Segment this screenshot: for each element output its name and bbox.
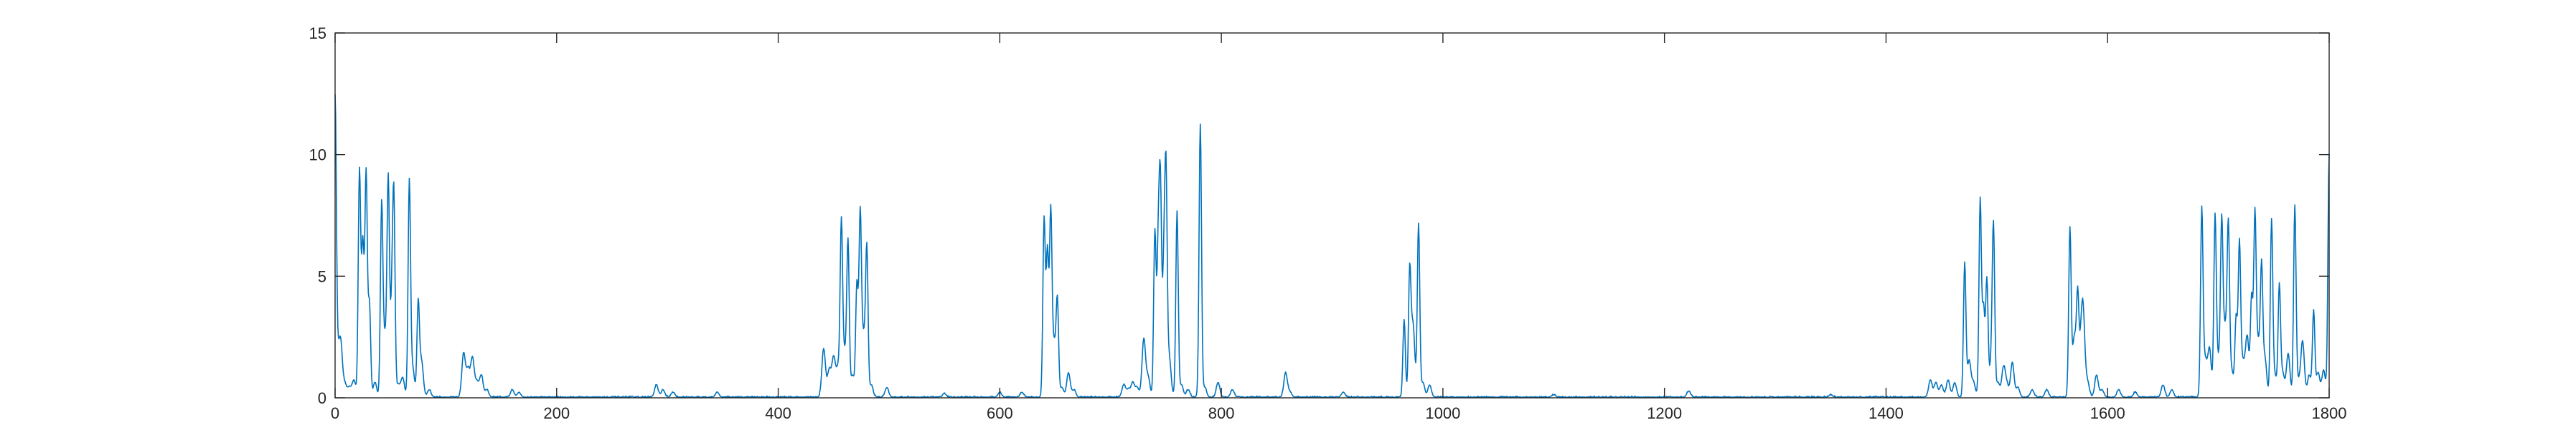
series-line <box>334 94 2330 399</box>
x-tick-label: 1200 <box>1647 404 1682 422</box>
x-tick-label: 800 <box>1208 404 1235 422</box>
x-tick-label: 1400 <box>1868 404 1904 422</box>
x-tick-label: 0 <box>331 404 339 422</box>
y-tick-label: 0 <box>318 389 326 407</box>
x-tick-label: 1800 <box>2312 404 2347 422</box>
y-tick-label: 10 <box>309 146 326 164</box>
x-tick-label: 1600 <box>2090 404 2125 422</box>
y-tick-label: 15 <box>309 24 326 42</box>
plot-area: 0 200 400 600 800 1000 1200 1400 1600 1800 0 5 10 15 <box>309 24 2347 422</box>
x-tick-label: 600 <box>987 404 1013 422</box>
x-tick-label: 200 <box>543 404 570 422</box>
axes-box <box>334 32 2330 399</box>
x-tick-label: 400 <box>765 404 791 422</box>
x-tick-label: 1000 <box>1425 404 1460 422</box>
y-tick-label: 5 <box>318 267 326 285</box>
